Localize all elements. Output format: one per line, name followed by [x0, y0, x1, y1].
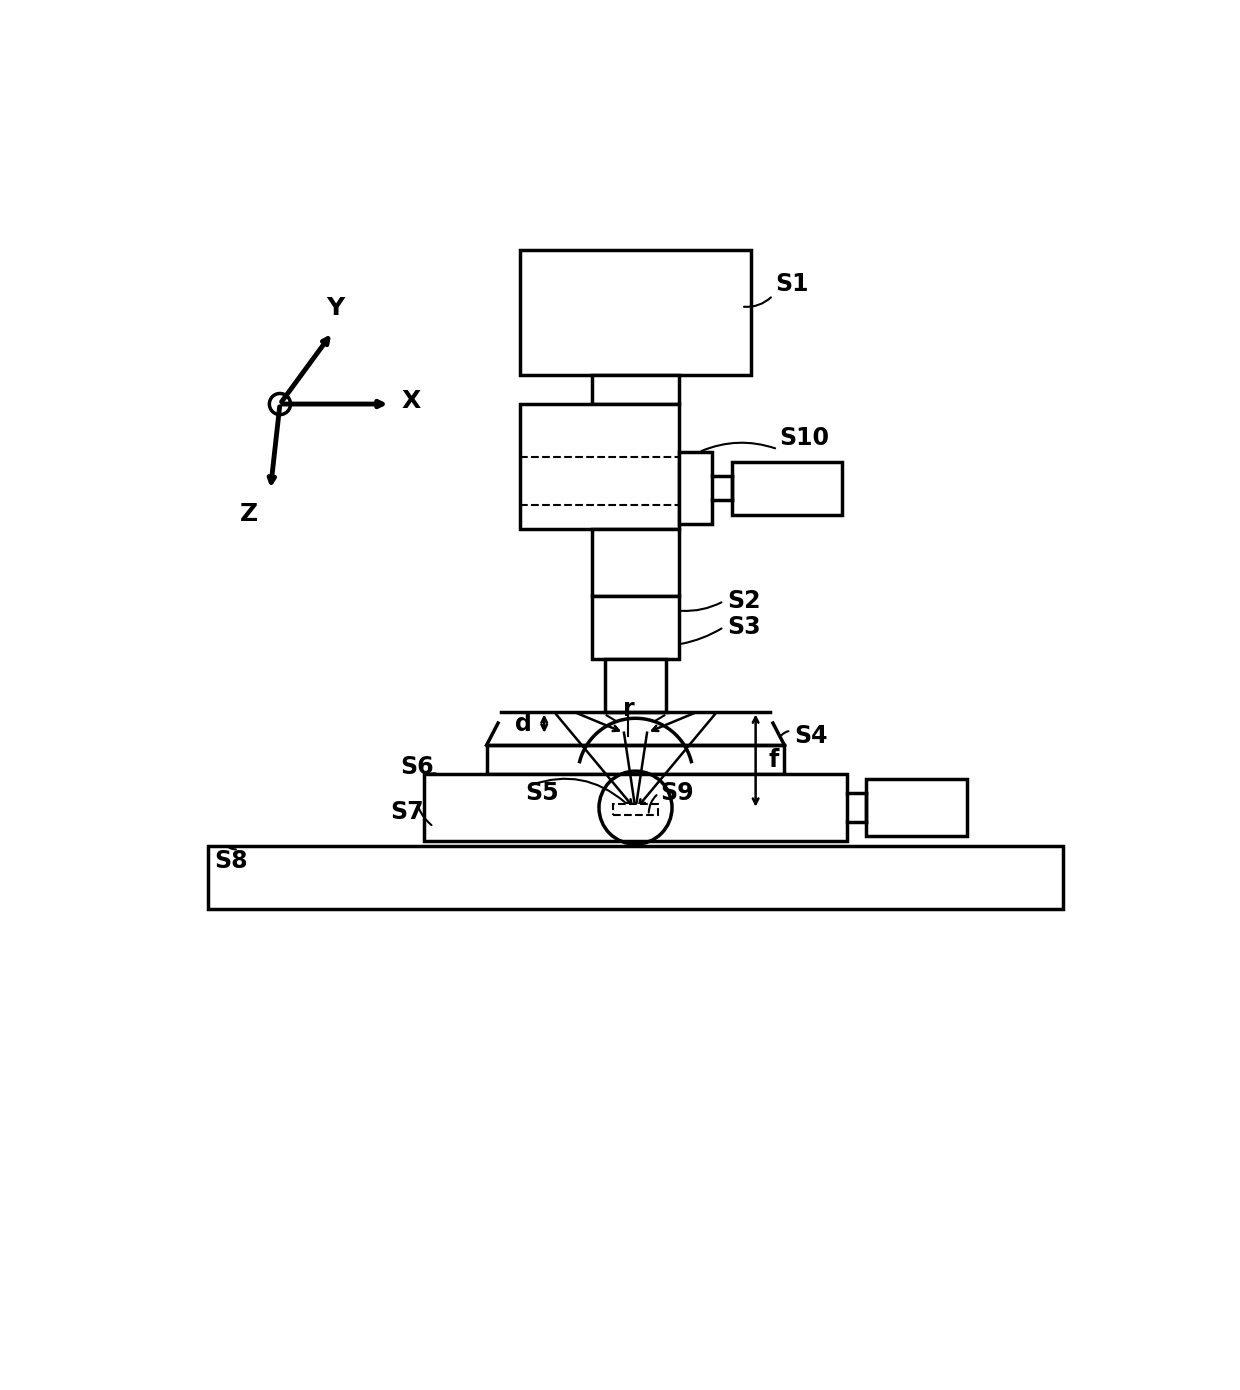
Bar — [486, 745, 785, 774]
Bar — [521, 404, 678, 530]
Text: S10: S10 — [780, 425, 830, 450]
Bar — [593, 530, 678, 596]
Bar — [614, 803, 657, 816]
Bar — [521, 250, 751, 375]
Bar — [678, 452, 712, 524]
Text: Y: Y — [326, 296, 345, 321]
Bar — [866, 778, 967, 837]
Text: f: f — [768, 748, 779, 771]
Text: S2: S2 — [727, 589, 760, 613]
Text: Z: Z — [241, 502, 258, 525]
Text: S5: S5 — [525, 781, 558, 805]
Bar — [424, 774, 847, 841]
Bar — [732, 461, 842, 514]
Text: S1: S1 — [775, 272, 808, 296]
Text: S4: S4 — [794, 724, 827, 748]
Text: S8: S8 — [215, 848, 248, 873]
Bar — [593, 596, 678, 659]
Text: S7: S7 — [391, 801, 424, 824]
Text: X: X — [402, 389, 422, 413]
Text: S3: S3 — [727, 614, 760, 639]
Bar — [593, 375, 678, 404]
Text: r: r — [622, 696, 635, 720]
Text: d: d — [516, 712, 532, 737]
Bar — [605, 659, 666, 712]
Bar — [208, 847, 1063, 909]
Text: S9: S9 — [661, 781, 694, 805]
Text: S6: S6 — [401, 755, 434, 780]
